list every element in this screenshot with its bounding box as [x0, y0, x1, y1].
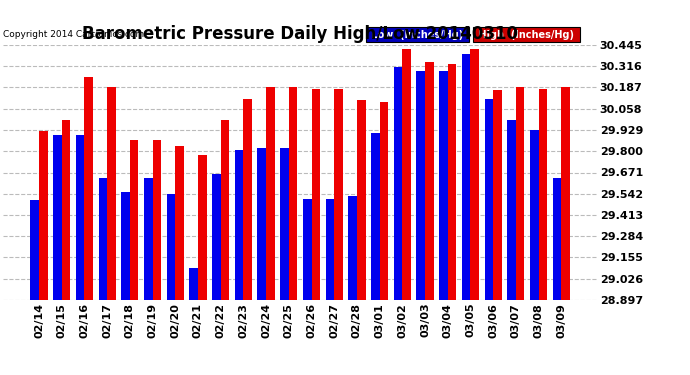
Bar	[198, 154, 206, 300]
Bar	[235, 150, 244, 300]
Bar	[439, 70, 448, 300]
Bar	[121, 192, 130, 300]
Bar	[530, 130, 539, 300]
Bar	[189, 268, 198, 300]
Bar	[303, 199, 311, 300]
Bar	[334, 88, 343, 300]
Bar	[39, 132, 48, 300]
Bar	[266, 87, 275, 300]
Bar	[152, 140, 161, 300]
Bar	[357, 100, 366, 300]
Bar	[76, 135, 84, 300]
Text: Low  (Inches/Hg): Low (Inches/Hg)	[368, 30, 467, 40]
Bar	[394, 67, 402, 300]
Bar	[471, 49, 479, 300]
Bar	[30, 200, 39, 300]
Bar	[84, 77, 93, 300]
Bar	[212, 174, 221, 300]
Bar	[280, 148, 289, 300]
Bar	[416, 70, 425, 300]
Bar	[175, 146, 184, 300]
Bar	[553, 178, 561, 300]
Bar	[539, 88, 547, 300]
Text: High  (Inches/Hg): High (Inches/Hg)	[475, 30, 578, 40]
Bar	[402, 49, 411, 300]
Bar	[107, 87, 116, 300]
Bar	[371, 133, 380, 300]
Bar	[53, 135, 61, 300]
Bar	[484, 99, 493, 300]
Bar	[221, 120, 229, 300]
Bar	[425, 62, 433, 300]
Bar	[257, 148, 266, 300]
Bar	[311, 88, 320, 300]
Bar	[448, 64, 456, 300]
Bar	[244, 99, 252, 300]
Bar	[507, 120, 516, 300]
Bar	[144, 178, 152, 300]
Bar	[130, 140, 139, 300]
Bar	[99, 178, 107, 300]
Bar	[289, 87, 297, 300]
Text: Copyright 2014 Cartronics.com: Copyright 2014 Cartronics.com	[3, 30, 145, 39]
Bar	[561, 87, 570, 300]
Bar	[167, 194, 175, 300]
Bar	[380, 102, 388, 300]
Bar	[348, 196, 357, 300]
Bar	[61, 120, 70, 300]
Bar	[516, 87, 524, 300]
Title: Barometric Pressure Daily High/Low 20140310: Barometric Pressure Daily High/Low 20140…	[82, 26, 518, 44]
Bar	[326, 199, 334, 300]
Bar	[493, 90, 502, 300]
Bar	[462, 54, 471, 300]
